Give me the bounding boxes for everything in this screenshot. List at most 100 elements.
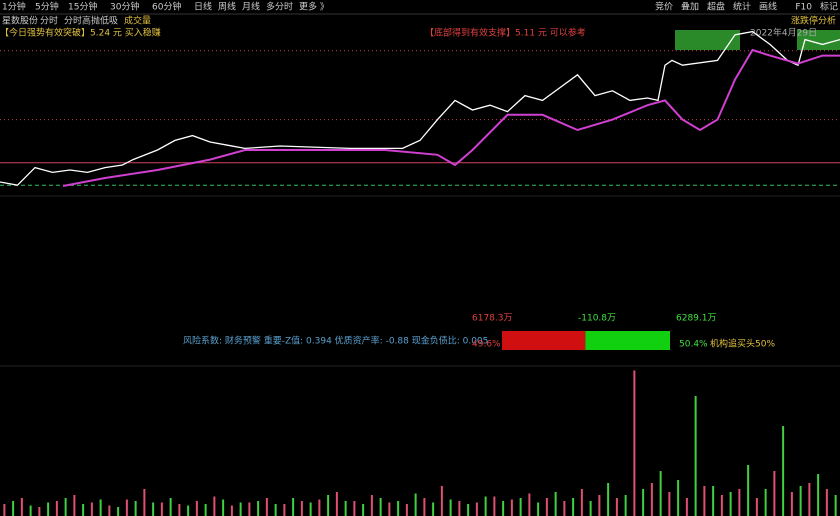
period-tab[interactable]: 周线	[218, 1, 236, 13]
volume-bar	[554, 492, 557, 516]
net-flow: -110.8万	[578, 314, 616, 324]
volume-bar	[502, 501, 505, 516]
volume-bar	[633, 370, 636, 516]
fund-note: 机构追买头50%	[710, 338, 775, 350]
green-share-bar	[585, 331, 670, 350]
volume-bar	[510, 499, 513, 516]
volume-bar	[650, 483, 653, 516]
red-share-bar	[502, 331, 586, 350]
volume-bar	[152, 502, 155, 516]
volume-bar	[248, 502, 251, 516]
volume-bar	[90, 502, 93, 516]
volume-bar	[318, 499, 321, 516]
period-tab[interactable]: 月线	[242, 1, 260, 13]
volume-bar	[642, 489, 645, 516]
volume-bar	[29, 505, 32, 516]
volume-bar	[38, 507, 41, 516]
limit-up-block	[797, 30, 840, 50]
signal-breakout: 【今日强势有效突破】5.24 元 买入稳赚	[0, 27, 161, 39]
tool-button[interactable]: 标记	[820, 1, 838, 13]
tool-button[interactable]: F10	[795, 3, 812, 13]
stock-name: 星数股份	[2, 15, 38, 27]
volume-bar	[458, 501, 461, 516]
volume-bar	[370, 495, 373, 516]
period-tab[interactable]: 30分钟	[110, 1, 139, 13]
volume-bar	[808, 483, 811, 516]
volume-bar	[685, 498, 688, 516]
volume-bar	[694, 396, 697, 516]
period-tab[interactable]: 5分钟	[35, 1, 59, 13]
volume-bar	[195, 501, 198, 516]
volume-bar	[283, 504, 286, 516]
volume-bar	[239, 502, 242, 516]
tool-button[interactable]: 超盘	[707, 1, 725, 13]
volume-bar	[817, 474, 820, 516]
volume-bar	[3, 504, 6, 516]
period-tab[interactable]: 1分钟	[2, 1, 26, 13]
volume-bar	[615, 498, 618, 516]
tool-button[interactable]: 画线	[759, 1, 777, 13]
volume-bar	[362, 504, 365, 516]
period-tab[interactable]: 15分钟	[68, 1, 97, 13]
volume-bar	[99, 499, 102, 516]
red-share-label: 49.6%	[472, 340, 501, 350]
volume-bar	[799, 486, 802, 516]
volume-bar	[309, 502, 312, 516]
volume-bar	[449, 499, 452, 516]
volume-bar	[432, 502, 435, 516]
inflow: 6178.3万	[472, 314, 513, 324]
volume-bar	[178, 504, 181, 516]
volume-bar	[55, 501, 58, 516]
volume-bar	[160, 502, 163, 516]
chart-tab[interactable]: 分时高抛低吸	[64, 15, 118, 27]
volume-bar	[537, 502, 540, 516]
volume-bar	[677, 480, 680, 516]
tool-button[interactable]: 竞价	[655, 1, 673, 13]
series-line	[0, 30, 840, 186]
green-share-label: 50.4%	[679, 340, 708, 350]
limit-up-block	[675, 30, 740, 50]
tool-button[interactable]: 叠加	[681, 2, 699, 13]
volume-bar	[274, 504, 277, 516]
volume-bar	[344, 501, 347, 516]
period-tab[interactable]: 更多 》	[299, 1, 329, 13]
volume-bar	[414, 493, 417, 516]
volume-bar	[738, 489, 741, 516]
chart-tab[interactable]: 成交量	[124, 15, 151, 27]
volume-bar	[545, 498, 548, 516]
chart-tab[interactable]: 分时	[40, 15, 58, 27]
tool-button[interactable]: 统计	[733, 1, 751, 13]
volume-bar	[292, 498, 295, 516]
period-tab[interactable]: 60分钟	[152, 1, 181, 13]
volume-bar	[440, 486, 443, 516]
period-tab[interactable]: 多分时	[266, 1, 293, 13]
volume-bar	[624, 495, 627, 516]
volume-bar	[187, 505, 190, 516]
volume-bar	[353, 501, 356, 516]
period-tab[interactable]: 日线	[194, 1, 212, 13]
volume-bar	[493, 496, 496, 516]
volume-bar	[755, 498, 758, 516]
volume-bar	[773, 471, 776, 516]
volume-bar	[222, 499, 225, 516]
volume-bar	[668, 492, 671, 516]
volume-bar	[712, 486, 715, 516]
volume-bar	[782, 426, 785, 516]
volume-bar	[607, 483, 610, 516]
volume-bar	[572, 498, 575, 516]
volume-bar	[64, 498, 67, 516]
limit-analysis[interactable]: 涨跌停分析	[791, 15, 836, 27]
volume-bar	[475, 502, 478, 516]
volume-bar	[563, 501, 566, 516]
volume-bar	[82, 504, 85, 516]
volume-bar	[143, 489, 146, 516]
volume-bar	[134, 501, 137, 516]
volume-bar	[834, 495, 837, 516]
volume-bar	[790, 492, 793, 516]
volume-bar	[117, 507, 120, 516]
volume-bar	[73, 495, 76, 516]
series-line	[62, 48, 840, 187]
volume-bar	[397, 501, 400, 516]
